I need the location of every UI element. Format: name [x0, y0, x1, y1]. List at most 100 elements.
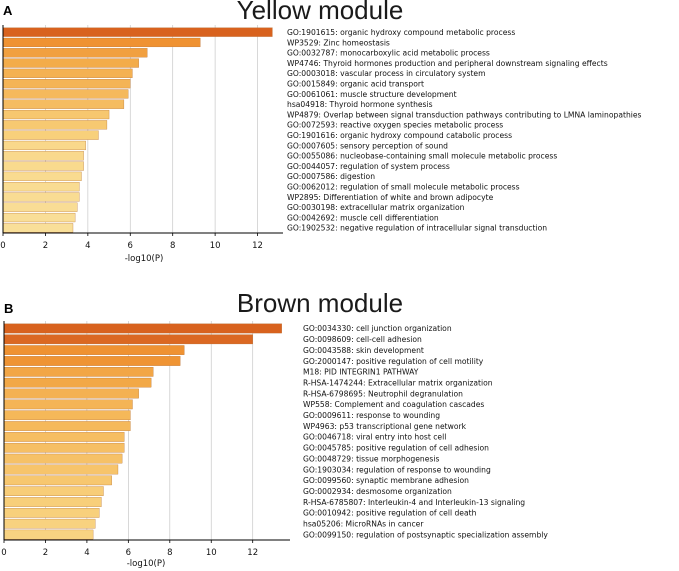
term-label-brown-12: GO:0045785: positive regulation of cell … [303, 444, 489, 453]
term-label-brown-19: hsa05206: MicroRNAs in cancer [303, 520, 424, 529]
term-label-brown-13: GO:0048729: tissue morphogenesis [303, 454, 439, 463]
bar-yellow-13 [2, 151, 84, 161]
bar-brown-5 [3, 367, 154, 377]
bar-yellow-16 [2, 182, 80, 192]
term-label-yellow-5: GO:0003018: vascular process in circulat… [287, 69, 486, 78]
term-label-yellow-19: GO:0042692: muscle cell differentiation [287, 213, 439, 222]
bar-brown-6 [3, 377, 152, 388]
bar-brown-9 [3, 410, 131, 421]
bar-brown-1 [3, 323, 282, 334]
term-label-brown-1: GO:0034330: cell junction organization [303, 324, 452, 333]
bar-brown-15 [3, 475, 112, 486]
bar-brown-11 [3, 432, 125, 442]
term-label-yellow-11: GO:1901616: organic hydroxy compound cat… [287, 131, 512, 140]
term-label-yellow-12: GO:0007605: sensory perception of sound [287, 141, 448, 150]
term-label-brown-17: R-HSA-6785807: Interleukin-4 and Interle… [303, 498, 525, 507]
bar-yellow-7 [2, 89, 129, 99]
term-label-brown-15: GO:0099560: synaptic membrane adhesion [303, 476, 469, 485]
x-tick-label-yellow-12: 12 [252, 241, 263, 251]
bar-brown-18 [3, 508, 100, 518]
term-label-yellow-7: GO:0061061: muscle structure development [287, 90, 457, 99]
chart-title-yellow: Yellow module [237, 0, 404, 25]
bar-brown-2 [3, 334, 253, 345]
term-label-yellow-1: GO:1901615: organic hydroxy compound met… [287, 28, 515, 37]
bar-brown-4 [3, 356, 181, 366]
term-label-yellow-8: hsa04918: Thyroid hormone synthesis [287, 100, 433, 109]
bar-brown-13 [3, 453, 123, 464]
term-label-brown-2: GO:0098609: cell-cell adhesion [303, 335, 422, 344]
bar-yellow-9 [2, 109, 110, 120]
x-tick-label-yellow-0: 0 [0, 241, 5, 251]
bar-yellow-11 [2, 130, 99, 140]
term-label-brown-20: GO:0099150: regulation of postsynaptic s… [303, 530, 548, 539]
bar-brown-10 [3, 421, 131, 431]
bar-yellow-2 [2, 37, 201, 48]
term-label-brown-8: WP558: Complement and coagulation cascad… [303, 400, 484, 409]
term-label-yellow-16: GO:0062012: regulation of small molecule… [287, 182, 520, 191]
bar-yellow-18 [2, 202, 78, 212]
term-label-yellow-6: GO:0015849: organic acid transport [287, 79, 424, 88]
panel-a: A Yellow module GO:1901615: organic hydr… [0, 0, 641, 264]
x-tick-label-yellow-8: 8 [170, 241, 175, 251]
bar-yellow-5 [2, 68, 133, 78]
term-label-yellow-14: GO:0044057: regulation of system process [287, 162, 450, 171]
term-label-yellow-4: WP4746: Thyroid hormones production and … [287, 59, 608, 68]
term-label-yellow-9: WP4879: Overlap between signal transduct… [287, 110, 642, 119]
term-label-brown-7: R-HSA-6798695: Neutrophil degranulation [303, 389, 463, 398]
bar-yellow-1 [2, 27, 273, 37]
term-label-brown-6: R-HSA-1474244: Extracellular matrix orga… [303, 378, 493, 387]
term-label-brown-16: GO:0002934: desmosome organization [303, 487, 452, 496]
bar-yellow-17 [2, 192, 80, 202]
term-label-brown-3: GO:0043588: skin development [303, 346, 424, 355]
term-label-brown-11: GO:0046718: viral entry into host cell [303, 433, 446, 442]
bar-brown-14 [3, 464, 119, 475]
term-label-yellow-20: GO:1902532: negative regulation of intra… [287, 224, 547, 233]
panel-label-b: B [4, 301, 13, 316]
x-tick-label-yellow-6: 6 [128, 241, 133, 251]
bar-brown-7 [3, 388, 139, 399]
term-label-brown-18: GO:0010942: positive regulation of cell … [303, 509, 477, 518]
x-tick-label-brown-6: 6 [126, 548, 131, 558]
x-tick-label-brown-10: 10 [206, 548, 217, 558]
term-label-yellow-15: GO:0007586: digestion [287, 172, 375, 181]
bar-yellow-15 [2, 171, 82, 181]
term-label-yellow-13: GO:0055086: nucleobase-containing small … [287, 152, 557, 161]
bar-brown-20 [3, 529, 94, 540]
bar-yellow-6 [2, 79, 131, 89]
panel-label-a: A [3, 3, 13, 18]
term-label-brown-9: GO:0009611: response to wounding [303, 411, 440, 420]
x-tick-label-yellow-4: 4 [85, 241, 90, 251]
bar-brown-8 [3, 399, 133, 410]
x-tick-label-brown-8: 8 [167, 548, 172, 558]
term-label-yellow-18: GO:0030198: extracellular matrix organiz… [287, 203, 465, 212]
x-tick-label-brown-2: 2 [43, 548, 48, 558]
x-tick-label-brown-12: 12 [247, 548, 258, 558]
bar-brown-19 [3, 518, 96, 529]
term-label-brown-10: WP4963: p53 transcriptional gene network [303, 422, 467, 431]
bar-yellow-14 [2, 161, 84, 171]
x-axis-label-yellow: -log10(P) [125, 254, 164, 264]
bar-yellow-4 [2, 58, 139, 68]
bar-brown-3 [3, 345, 185, 355]
chart-title-brown: Brown module [237, 288, 403, 318]
panel-b: B Brown module GO:0034330: cell junction… [1, 288, 548, 569]
x-axis-label-brown: -log10(P) [127, 559, 166, 569]
bar-brown-17 [3, 497, 102, 507]
bar-yellow-8 [2, 99, 125, 109]
term-label-brown-4: GO:2000147: positive regulation of cell … [303, 357, 484, 366]
plot-area-brown: GO:0034330: cell junction organization GO… [1, 321, 548, 558]
bar-brown-16 [3, 486, 104, 496]
term-label-brown-5: M18: PID INTEGRIN1 PATHWAY [303, 368, 419, 377]
bar-yellow-19 [2, 212, 76, 223]
bar-yellow-10 [2, 120, 108, 130]
x-tick-label-brown-4: 4 [84, 548, 89, 558]
plot-area-yellow: GO:1901615: organic hydroxy compound met… [0, 25, 642, 251]
term-label-brown-14: GO:1903034: regulation of response to wo… [303, 465, 491, 474]
bar-yellow-12 [2, 140, 86, 151]
term-label-yellow-17: WP2895: Differentiation of white and bro… [287, 193, 494, 202]
term-label-yellow-3: GO:0032787: monocarboxylic acid metaboli… [287, 49, 490, 58]
bar-yellow-3 [2, 48, 148, 58]
x-tick-label-yellow-10: 10 [210, 241, 221, 251]
x-tick-label-yellow-2: 2 [43, 241, 48, 251]
